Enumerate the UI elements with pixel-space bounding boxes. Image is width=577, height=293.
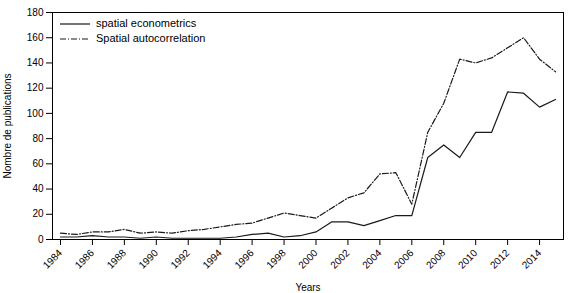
svg-text:2004: 2004 [360,247,384,271]
svg-text:2002: 2002 [328,247,352,271]
html-text:spatial econometrics: spatial econometrics [96,17,197,29]
svg-text:1994: 1994 [200,247,224,271]
html-text:Spatial autocorrelation: Spatial autocorrelation [96,32,206,44]
svg-text:Years: Years [295,282,320,293]
svg-text:1990: 1990 [136,247,160,271]
svg-text:160: 160 [27,32,44,43]
svg-text:1988: 1988 [105,247,129,271]
svg-text:120: 120 [27,82,44,93]
svg-text:180: 180 [27,7,44,18]
svg-text:2014: 2014 [520,247,544,271]
svg-text:80: 80 [32,133,44,144]
svg-text:2006: 2006 [392,247,416,271]
svg-text:140: 140 [27,57,44,68]
svg-text:100: 100 [27,108,44,119]
svg-text:1996: 1996 [232,247,256,271]
svg-text:Nombre de publications: Nombre de publications [2,73,13,178]
svg-text:2012: 2012 [488,247,512,271]
svg-text:2008: 2008 [424,247,448,271]
svg-text:0: 0 [38,234,44,245]
svg-text:1986: 1986 [73,247,97,271]
svg-text:1998: 1998 [264,247,288,271]
svg-text:2000: 2000 [296,247,320,271]
svg-text:1984: 1984 [41,247,65,271]
svg-text:40: 40 [32,183,44,194]
svg-text:2010: 2010 [456,247,480,271]
svg-text:60: 60 [32,158,44,169]
svg-text:1992: 1992 [168,247,192,271]
svg-text:20: 20 [32,208,44,219]
